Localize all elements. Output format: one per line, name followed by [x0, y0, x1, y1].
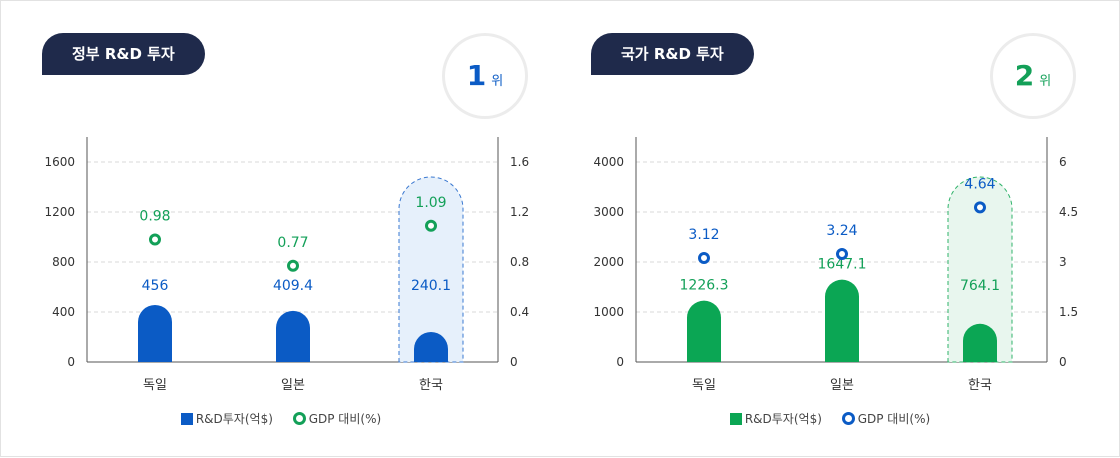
legend: R&D투자(억$) GDP 대비(%) — [550, 410, 1110, 427]
legend-label: R&D투자(억$) — [744, 412, 822, 426]
rank-unit: 위 — [1039, 74, 1052, 89]
bar-value-label: 240.1 — [411, 278, 451, 294]
bar-2 — [825, 279, 859, 362]
legend-item-gdp: GDP 대비(%) — [292, 410, 382, 427]
left-tick-label: 400 — [52, 305, 75, 319]
point-value-label: 3.24 — [826, 223, 857, 239]
bar-value-label: 1226.3 — [680, 278, 729, 294]
left-tick-label: 0 — [67, 355, 75, 369]
panel-tag: 국가 R&D 투자 — [591, 33, 754, 75]
left-tick-label: 4000 — [593, 155, 624, 169]
category-label: 일본 — [830, 378, 854, 393]
category-label: 독일 — [143, 378, 167, 393]
legend-bar-swatch — [729, 413, 742, 425]
highlight-capsule — [398, 176, 464, 363]
right-tick-label: 0.4 — [510, 305, 529, 319]
left-tick-label: 3000 — [593, 205, 624, 219]
category-label: 일본 — [281, 378, 305, 393]
right-tick-label: 0.8 — [510, 255, 529, 269]
panel-tag: 정부 R&D 투자 — [42, 33, 205, 75]
legend-label: GDP 대비(%) — [308, 412, 382, 426]
point-value-label: 4.64 — [964, 176, 995, 192]
legend-point-swatch — [292, 412, 306, 425]
gdp-point-3 — [974, 201, 986, 214]
legend: R&D투자(억$) GDP 대비(%) — [1, 410, 561, 427]
right-tick-label: 4.5 — [1059, 205, 1078, 219]
bar-value-label: 409.4 — [273, 278, 313, 294]
bar-value-label: 1647.1 — [818, 257, 867, 273]
gdp-point-2 — [836, 248, 848, 260]
government-rnd-chart: 0 400 800 1200 1600 0 0.4 0.8 1.2 1.6 456 독일 409.4 일본… — [44, 137, 529, 393]
right-tick-label: 1.2 — [510, 205, 529, 219]
bar-3 — [963, 323, 997, 362]
right-tick-label: 0 — [510, 355, 518, 369]
bar-value-label: 764.1 — [960, 278, 1000, 294]
point-value-label: 0.98 — [139, 209, 170, 225]
bar-1 — [138, 305, 172, 362]
left-tick-label: 1000 — [593, 305, 624, 319]
right-tick-label: 1.5 — [1059, 305, 1078, 319]
category-label: 독일 — [692, 378, 716, 393]
right-tick-label: 6 — [1059, 155, 1067, 169]
bar-1 — [687, 300, 721, 362]
gdp-point-2 — [287, 259, 299, 272]
rank-number: 1 — [466, 59, 487, 92]
legend-point-swatch — [841, 412, 855, 425]
bar-2 — [276, 310, 310, 362]
rank-unit: 위 — [491, 74, 504, 89]
national-rnd-chart: 0 1000 2000 3000 4000 0 1.5 3 4.5 6 1226.3 독일 1647.1… — [593, 137, 1078, 393]
legend-label: GDP 대비(%) — [857, 412, 931, 426]
legend-bar-swatch — [180, 413, 193, 425]
bar-value-label: 456 — [142, 278, 169, 294]
highlight-capsule — [947, 176, 1013, 363]
right-tick-label: 0 — [1059, 355, 1067, 369]
point-value-label: 3.12 — [688, 227, 719, 243]
point-value-label: 1.09 — [415, 195, 446, 211]
legend-item-gdp: GDP 대비(%) — [841, 410, 931, 427]
category-label: 한국 — [419, 378, 443, 393]
legend-label: R&D투자(억$) — [195, 412, 273, 426]
point-value-label: 0.77 — [277, 235, 308, 251]
rank-number: 2 — [1014, 59, 1035, 92]
bar-3 — [414, 331, 448, 362]
legend-item-rnd: R&D투자(억$) — [180, 410, 273, 427]
category-label: 한국 — [968, 378, 992, 393]
gdp-point-1 — [698, 252, 710, 264]
left-tick-label: 2000 — [593, 255, 624, 269]
left-tick-label: 1200 — [44, 205, 75, 219]
legend-item-rnd: R&D투자(억$) — [729, 410, 822, 427]
left-tick-label: 800 — [52, 255, 75, 269]
gdp-point-1 — [149, 233, 161, 246]
right-tick-label: 3 — [1059, 255, 1067, 269]
left-tick-label: 0 — [616, 355, 624, 369]
left-tick-label: 1600 — [44, 155, 75, 169]
right-tick-label: 1.6 — [510, 155, 529, 169]
gdp-point-3 — [425, 219, 437, 232]
